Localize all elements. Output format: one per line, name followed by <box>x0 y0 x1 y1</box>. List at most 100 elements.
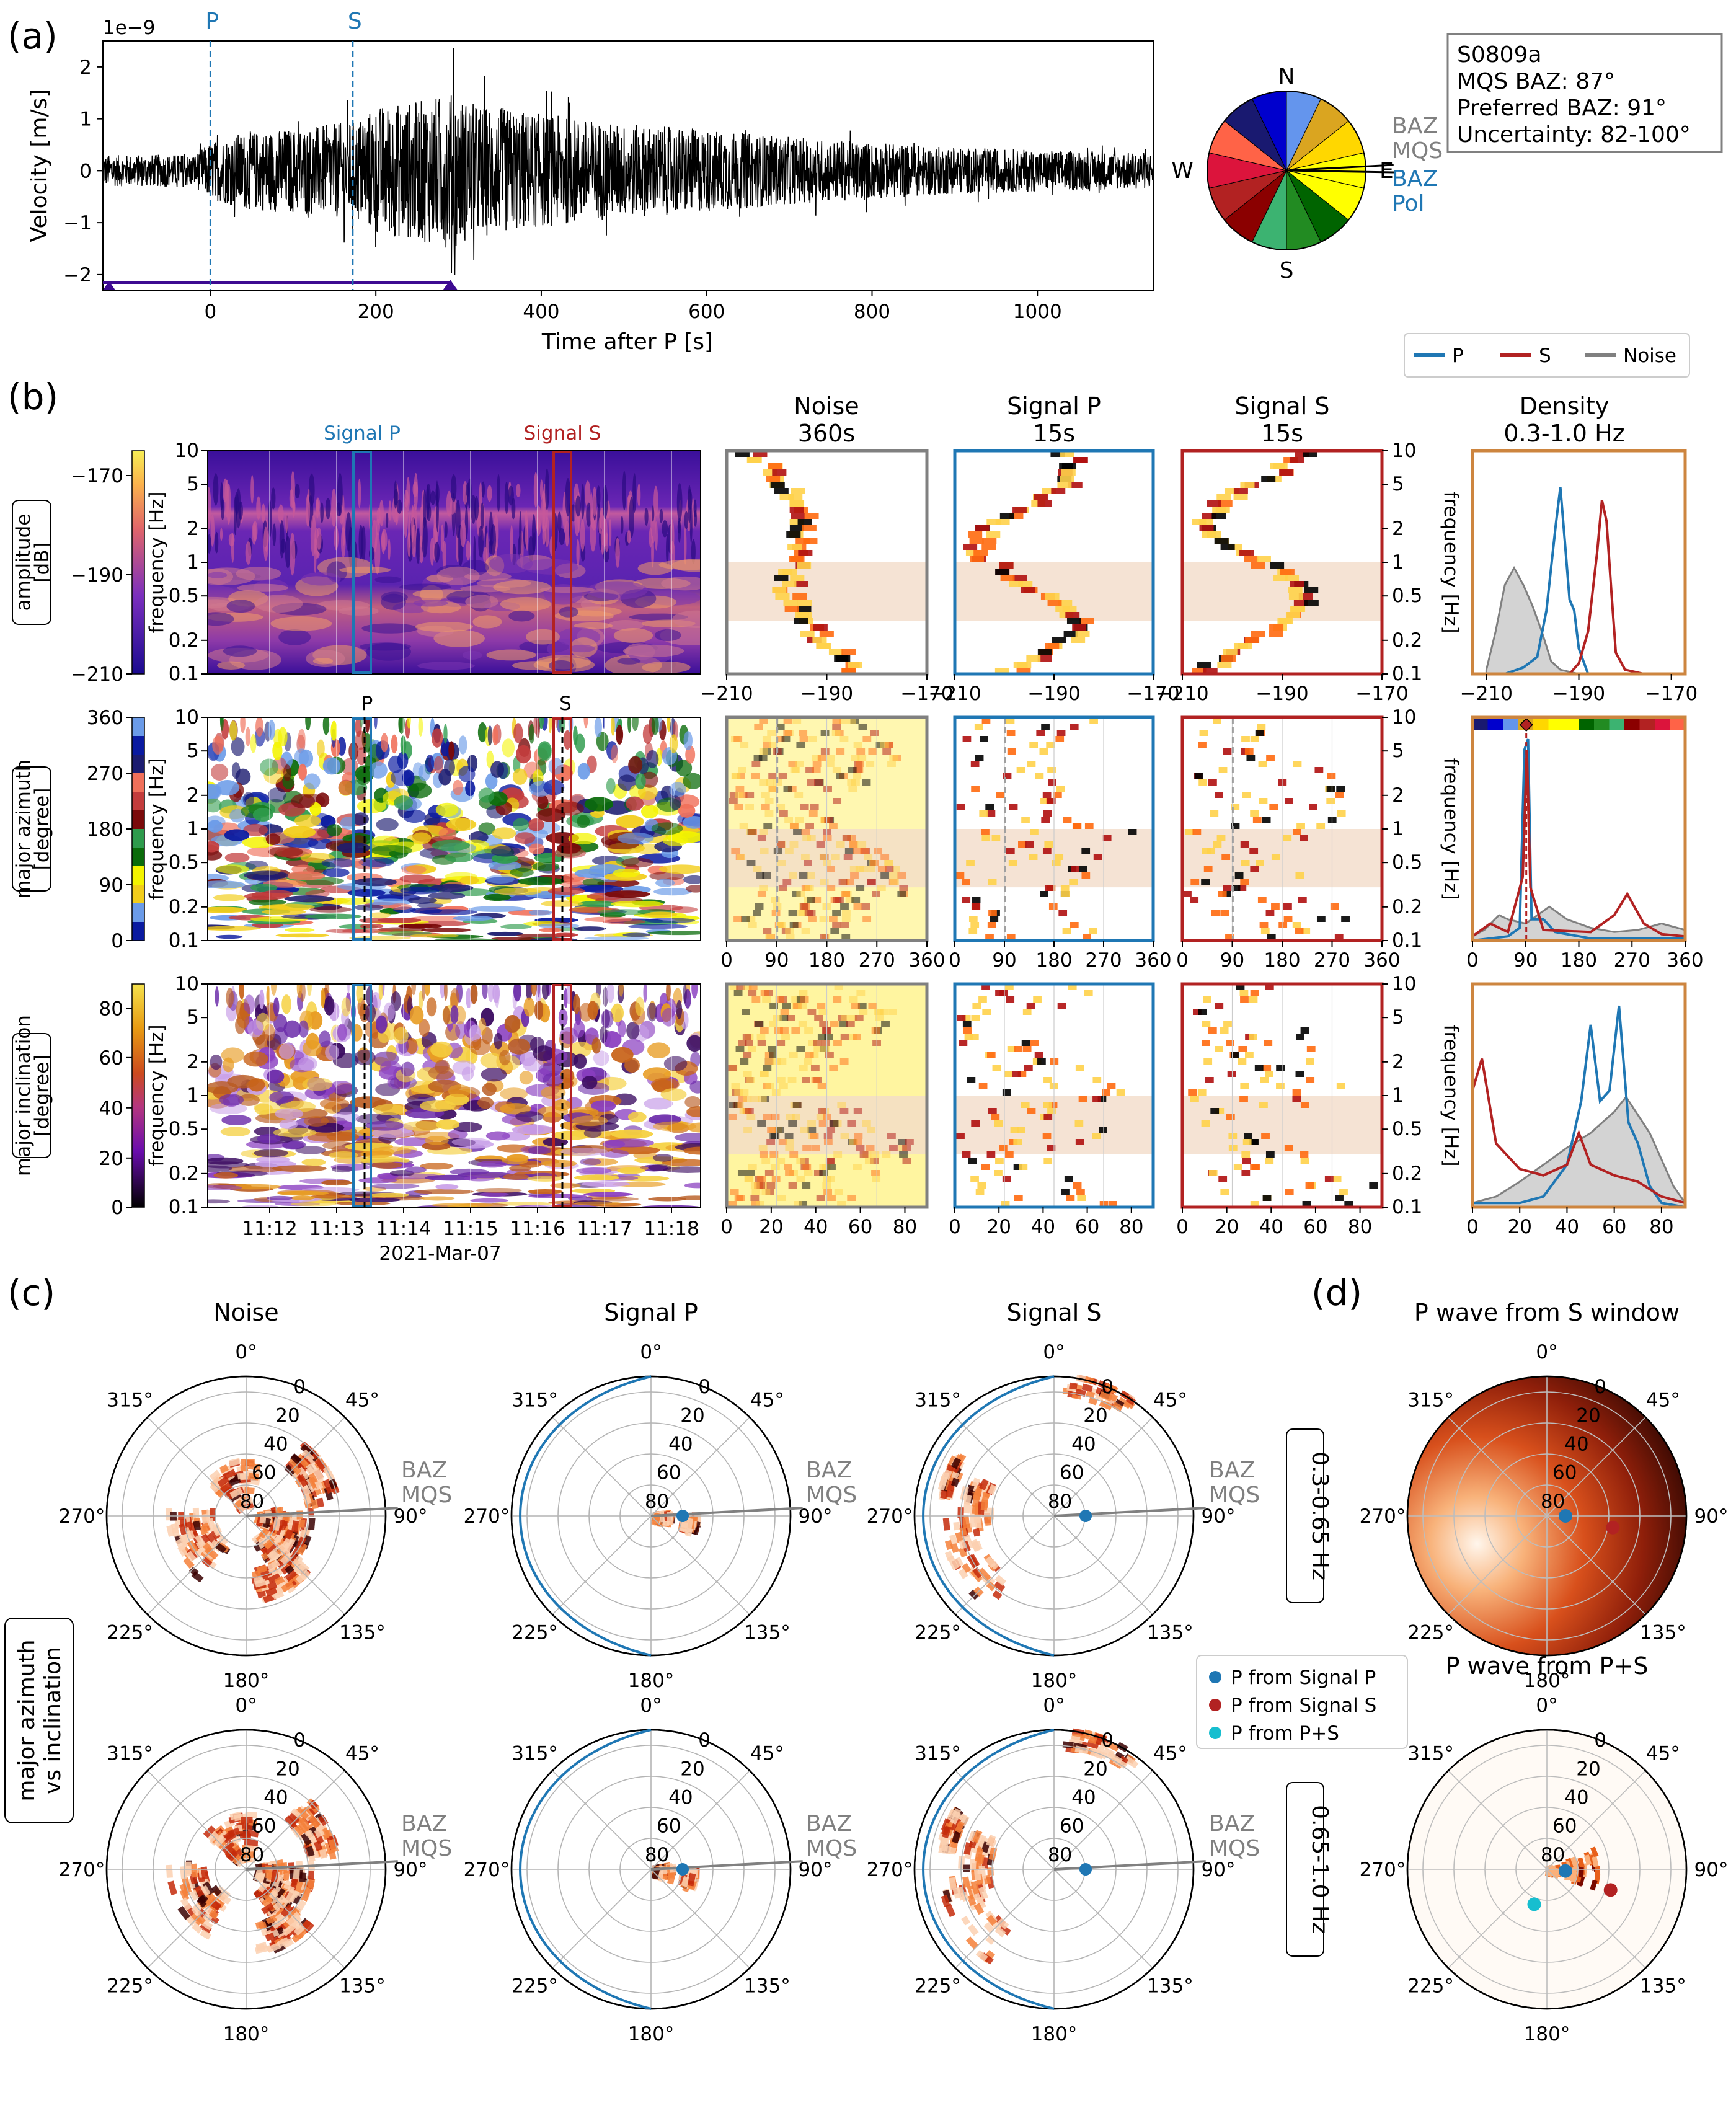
hist-cell <box>955 872 965 879</box>
hist-cell <box>1027 1108 1036 1114</box>
row-title-2: [dB] <box>31 542 53 582</box>
spectro-blob <box>208 1185 242 1190</box>
hist-cell <box>1056 730 1066 736</box>
hist-cell <box>1273 463 1288 469</box>
hist-cell <box>1326 786 1335 792</box>
colorbar-azimuth-step <box>132 810 144 830</box>
hist-cell <box>801 829 810 835</box>
hist-cell <box>1249 1034 1257 1040</box>
polar-angle-label: 135° <box>1147 1621 1194 1644</box>
spectro-blob <box>689 503 693 544</box>
time-tick-label: 11:15 <box>443 1218 498 1240</box>
spectro-blob <box>598 516 602 534</box>
spectro-blob <box>337 1024 347 1041</box>
hist-cell <box>1277 618 1292 624</box>
hist-cell <box>733 736 743 742</box>
hist-cell <box>763 1114 772 1120</box>
spectro-blob <box>254 595 303 613</box>
hist-cell <box>1249 996 1258 1003</box>
hist-cell <box>846 879 854 885</box>
hist-cell <box>813 1040 822 1046</box>
hist-cell <box>1198 742 1207 748</box>
spectro-blob <box>261 503 265 523</box>
hist-cell <box>795 538 810 544</box>
hist-cell <box>985 934 994 941</box>
spectro-blob <box>331 1166 353 1173</box>
hist-cell <box>1233 488 1248 494</box>
polar-baz-label-2: MQS <box>1209 1482 1260 1508</box>
density-color-strip <box>1639 719 1655 730</box>
hist-cell <box>741 916 750 922</box>
spectro-blob <box>373 1104 405 1116</box>
spectro-blob <box>547 887 585 895</box>
polar-angle-label: 315° <box>512 1389 558 1412</box>
hist-cell <box>1300 1158 1309 1164</box>
density-color-strip <box>1487 719 1503 730</box>
spectro-blob <box>487 984 494 1003</box>
hist-cell <box>839 1058 849 1065</box>
hist-cell <box>760 1071 769 1077</box>
freq-tick-label: 5 <box>187 473 199 495</box>
spectro-blob <box>514 832 536 844</box>
hist-cell <box>1061 891 1070 897</box>
spectro-blob <box>348 1197 401 1202</box>
spectro-blob <box>298 1020 309 1038</box>
hist-xtick-label: 20 <box>986 1216 1011 1238</box>
hist-cell <box>1339 1189 1348 1195</box>
spectro-blob <box>577 901 616 908</box>
hist-cell <box>963 544 978 550</box>
hist-cell <box>1026 655 1041 662</box>
hist-cell <box>1231 823 1240 829</box>
hist-cell <box>797 519 812 525</box>
spectro-blob <box>613 628 653 644</box>
hist-cell <box>1079 866 1087 872</box>
colorbar-azimuth-step <box>132 717 144 737</box>
freq-tick-label: 0.1 <box>169 663 199 685</box>
hist-cell <box>890 879 899 885</box>
hist-cell <box>739 823 748 829</box>
hist-cell <box>1259 798 1268 804</box>
hist-cell <box>858 724 867 730</box>
spectro-blob <box>446 490 452 517</box>
info-uncertainty: Uncertainty: 82-100° <box>1457 122 1691 148</box>
hist-cell <box>789 841 799 848</box>
spectro-blob <box>279 520 285 559</box>
hist-s-inclination: 0 20 40 60 80 <box>1176 982 1384 1238</box>
spectro-blob <box>674 1133 701 1142</box>
hist-cell <box>1037 655 1052 662</box>
hist-cell <box>807 1009 817 1015</box>
hist-cell <box>1306 1046 1316 1052</box>
spectro-blob <box>542 525 546 545</box>
hist-cell <box>746 916 756 922</box>
hist-cell <box>1062 928 1071 934</box>
spectro-blob <box>643 984 647 1003</box>
hist-xtick-label: 60 <box>1075 1216 1099 1238</box>
hist-cell <box>848 786 857 792</box>
freq-tick-right-label: 1 <box>1392 1084 1404 1107</box>
wheel-outline <box>1207 91 1366 250</box>
polar-angle-label: 0° <box>235 1694 257 1717</box>
spectro-blob <box>616 725 624 745</box>
hist-cell <box>1058 910 1068 916</box>
hist-cell <box>1269 804 1278 810</box>
hist-cell <box>1276 1065 1285 1071</box>
spectro-blob <box>431 728 443 748</box>
hist-cell <box>1016 767 1025 773</box>
hist-cell <box>1012 507 1027 513</box>
hist-cell <box>1266 755 1275 761</box>
spectro-blob <box>666 717 671 732</box>
hist-cell <box>1293 600 1308 606</box>
spectro-blob <box>322 757 341 775</box>
hist-cell <box>874 848 882 854</box>
spectro-blob <box>508 1038 531 1055</box>
hist-cell <box>823 1189 833 1195</box>
hist-cell <box>808 736 817 742</box>
hist-cell <box>812 755 821 761</box>
hist-cell <box>785 1139 794 1145</box>
density-color-strip <box>1548 719 1564 730</box>
hist-cell <box>1004 1071 1013 1077</box>
spectro-blob <box>358 857 394 867</box>
spectro-blob <box>435 802 459 817</box>
hist-cell <box>1262 1195 1272 1201</box>
hist-cell <box>1008 860 1017 866</box>
